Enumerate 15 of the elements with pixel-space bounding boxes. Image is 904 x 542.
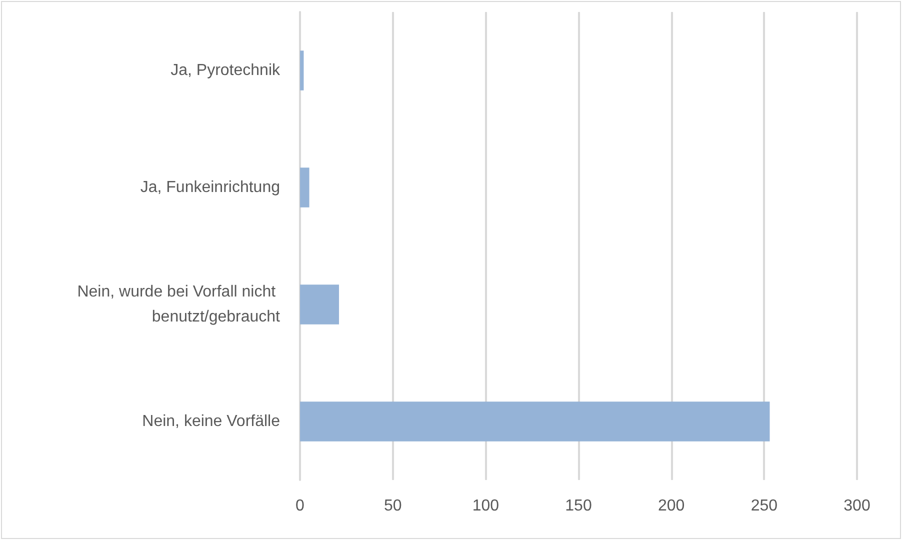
bar [300,284,339,324]
y-tick-label: Ja, Pyrotechnik [170,62,281,79]
bar [300,50,304,90]
y-tick-label: Ja, Funkeinrichtung [140,179,280,196]
y-tick-label: Nein, keine Vorfälle [142,413,280,430]
x-tick-label: 150 [565,498,592,514]
bar [300,168,310,208]
x-tick-label: 100 [472,498,500,514]
x-tick-label: 300 [844,498,870,514]
y-tick-label: Nein, wurde bei Vorfall nicht benutzt/gebraucht [77,284,281,326]
x-tick-label: 250 [750,498,778,514]
x-tick-label: 50 [384,498,402,514]
x-tick-label: 200 [658,498,685,514]
bar [300,402,770,442]
x-tick-label: 0 [296,498,305,514]
